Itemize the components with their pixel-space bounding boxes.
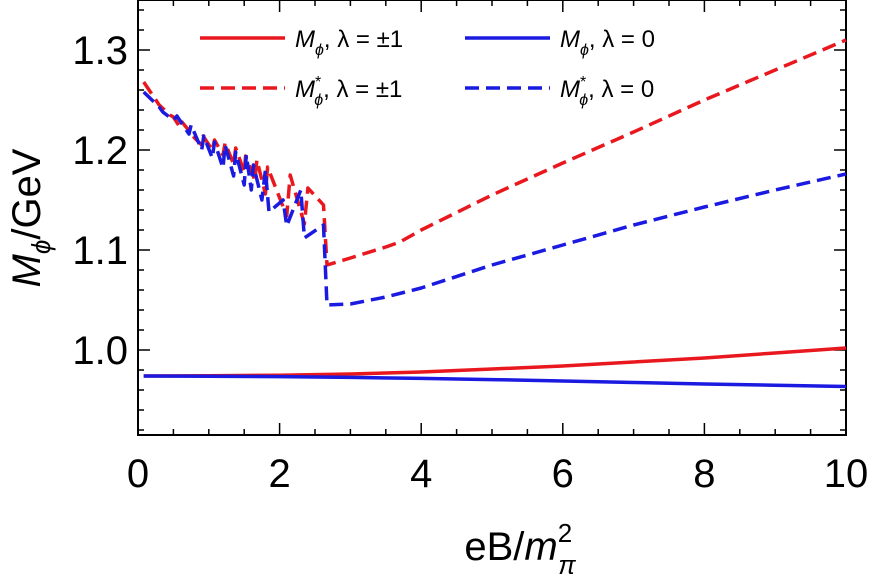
series-layer — [142, 38, 847, 389]
series-line-3 — [142, 38, 847, 267]
y-tick-label: 1.1 — [72, 229, 128, 273]
x-tick-label: 10 — [824, 452, 869, 496]
legend-label-1: Mϕ, λ = ±1 — [295, 26, 403, 59]
series-line-2 — [143, 374, 847, 389]
x-tick-label: 6 — [552, 452, 574, 496]
y-tick-label: 1.3 — [72, 29, 128, 73]
x-tick-label: 2 — [268, 452, 290, 496]
ticks — [137, 0, 847, 435]
x-tick-label: 4 — [410, 452, 432, 496]
series-line-1 — [143, 346, 847, 378]
y-axis-title-var: M — [5, 253, 49, 287]
legend-label-4: M* ϕ, λ = 0 — [560, 74, 654, 109]
legend: Mϕ, λ = ±1 Mϕ, λ = 0 M* ϕ, λ = ±1 M* ϕ, λ = 0 — [200, 26, 655, 109]
x-tick-label: 8 — [693, 452, 715, 496]
y-axis-title-sub: ϕ — [26, 240, 56, 254]
legend-label-3: M* ϕ, λ = ±1 — [295, 74, 402, 109]
y-axis-title-rest: /GeV — [5, 148, 49, 239]
y-tick-label: 1.2 — [72, 129, 128, 173]
y-axis-title: Mϕ/GeV — [5, 148, 56, 287]
x-axis-title: eB/m2 π — [464, 518, 576, 574]
y-tick-label: 1.0 — [72, 329, 128, 373]
x-axis-title-sup: 2 — [558, 518, 572, 548]
legend-label-2: Mϕ, λ = 0 — [560, 26, 655, 59]
x-axis-title-sub: π — [558, 550, 576, 574]
x-axis-title-var: m — [524, 525, 557, 569]
x-axis-title-base: eB/ — [464, 525, 525, 569]
x-tick-label: 0 — [127, 452, 149, 496]
series-line-4 — [142, 90, 847, 307]
tick-labels: 0 2 4 6 8 10 1.0 1.1 1.2 1.3 — [72, 29, 868, 496]
